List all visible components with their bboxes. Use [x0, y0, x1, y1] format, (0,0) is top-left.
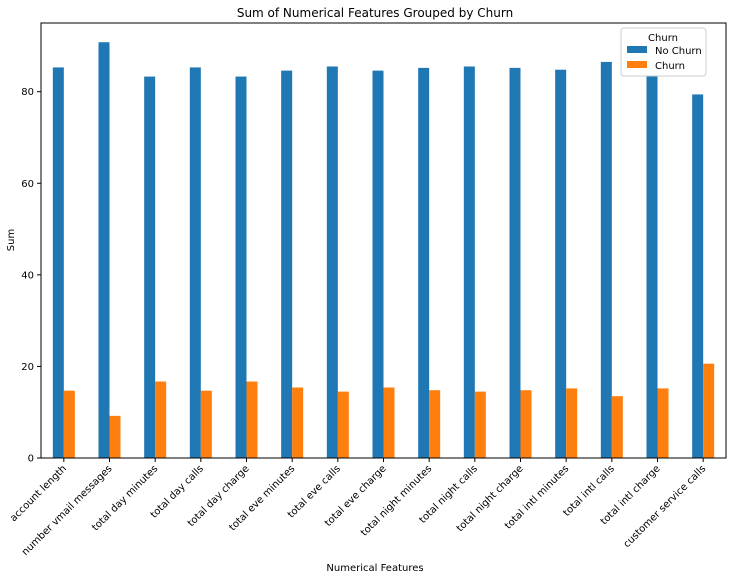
legend-label-no-churn: No Churn — [655, 46, 702, 57]
legend-swatch-churn — [627, 61, 647, 68]
bar-churn-10 — [520, 390, 532, 458]
bar-no-churn-2 — [144, 76, 156, 458]
x-tick-label: customer service calls — [622, 463, 709, 550]
bar-no-churn-11 — [555, 69, 567, 459]
x-tick-label: number vmail messages — [20, 463, 115, 558]
chart-title: Sum of Numerical Features Grouped by Chu… — [237, 6, 513, 20]
bar-churn-9 — [474, 391, 486, 458]
bar-no-churn-3 — [189, 67, 201, 459]
bar-no-churn-13 — [646, 69, 658, 459]
bars-group — [52, 42, 715, 459]
plot-frame — [40, 22, 727, 459]
bar-no-churn-0 — [52, 67, 64, 459]
y-tick-label: 0 — [28, 454, 34, 465]
y-axis-label: Sum — [6, 229, 17, 251]
bar-no-churn-5 — [281, 70, 293, 459]
bar-no-churn-9 — [463, 66, 475, 458]
bar-no-churn-10 — [509, 67, 521, 459]
bar-churn-1 — [109, 415, 121, 458]
bar-churn-13 — [657, 388, 669, 458]
bar-churn-0 — [63, 390, 75, 458]
bar-no-churn-14 — [692, 94, 704, 459]
bar-churn-11 — [566, 388, 578, 458]
bar-churn-8 — [429, 390, 441, 458]
y-tick-label: 40 — [21, 270, 34, 281]
y-tick-label: 80 — [21, 87, 34, 98]
x-axis-label: Numerical Features — [326, 563, 423, 574]
legend-title: Churn — [648, 33, 678, 44]
bar-churn-2 — [155, 381, 167, 458]
bar-no-churn-6 — [326, 66, 338, 458]
bar-no-churn-4 — [235, 76, 247, 458]
legend-label-churn: Churn — [655, 61, 685, 72]
bar-no-churn-7 — [372, 70, 384, 459]
bar-no-churn-12 — [600, 61, 612, 459]
bar-no-churn-8 — [418, 67, 430, 459]
y-tick-label: 20 — [21, 362, 34, 373]
bar-churn-5 — [292, 387, 304, 458]
bar-churn-6 — [337, 391, 349, 458]
legend: Churn No Churn Churn — [620, 27, 707, 77]
bar-churn-4 — [246, 381, 258, 458]
bar-churn-7 — [383, 387, 395, 458]
bar-churn-3 — [200, 390, 212, 458]
y-tick-label: 60 — [21, 179, 34, 190]
bar-no-churn-1 — [98, 42, 110, 458]
y-ticks: 0 20 40 60 80 — [21, 87, 41, 465]
legend-swatch-no-churn — [627, 46, 647, 53]
bar-churn-14 — [703, 363, 715, 458]
bar-churn-12 — [611, 396, 623, 458]
